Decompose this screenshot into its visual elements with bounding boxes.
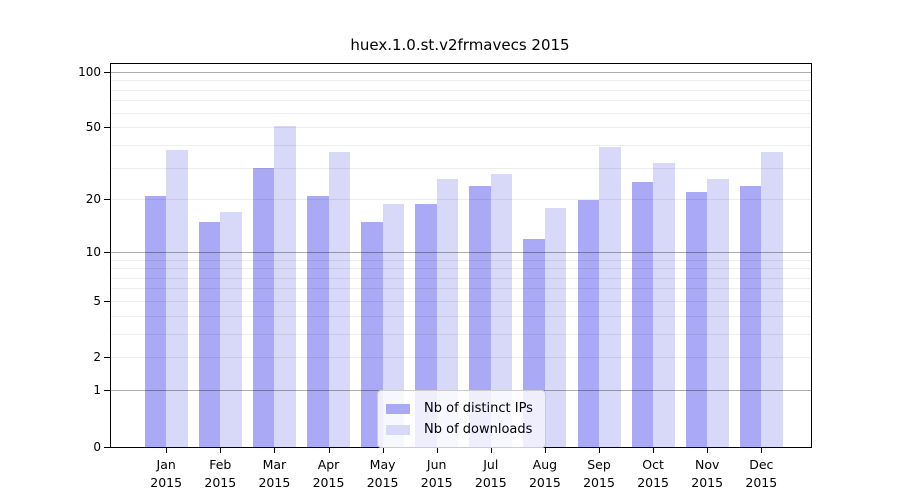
gridline-minor [111, 315, 811, 317]
bar-downloads-sep [599, 147, 621, 447]
y-tick-label: 10 [85, 244, 101, 259]
x-tick-mark [599, 448, 600, 453]
bar-distinct-ips-feb [198, 221, 221, 447]
gridline-minor [111, 300, 811, 302]
y-tick-mark [104, 446, 110, 448]
bar-downloads-jan [166, 149, 188, 447]
legend-item-downloads: Nb of downloads [386, 419, 533, 440]
y-tick-label: 5 [93, 294, 101, 308]
gridline-minor [111, 333, 811, 335]
x-tick-label-mar: Mar 2015 [258, 457, 291, 490]
y-tick-mark [104, 301, 110, 302]
y-tick-mark [104, 390, 110, 392]
x-tick-mark [544, 448, 546, 453]
bar-downloads-apr [328, 151, 350, 447]
x-tick-label-dec: Dec 2015 [745, 457, 778, 490]
x-tick-label-nov: Nov 2015 [691, 457, 724, 490]
legend-item-distinct-ips: Nb of distinct IPs [386, 398, 533, 419]
y-tick-label: 50 [85, 120, 101, 135]
bar-downloads-feb [220, 212, 242, 447]
y-tick-mark [104, 251, 110, 253]
y-tick-label: 100 [78, 64, 101, 79]
gridline-decade [111, 71, 811, 73]
chart-title: huex.1.0.st.v2frmavecs 2015 [350, 36, 570, 54]
x-tick-label-apr: Apr 2015 [312, 457, 345, 490]
bar-downloads-nov [707, 179, 729, 447]
bar-downloads-may [382, 203, 405, 447]
x-tick-mark [436, 448, 438, 453]
gridline-minor [111, 199, 811, 201]
y-tick-label: 2 [93, 350, 101, 365]
gridline-minor [111, 268, 811, 270]
legend-swatch-distinct-ips-icon [386, 403, 410, 414]
x-tick-mark [328, 448, 330, 453]
x-tick-mark [274, 448, 276, 453]
bar-distinct-ips-sep [577, 199, 599, 447]
gridline-minor [111, 357, 811, 359]
y-tick-label: 20 [85, 192, 101, 207]
x-tick-label-jun: Jun 2015 [420, 457, 453, 490]
plot-area: Nb of distinct IPs Nb of downloads 0 1 2 5 1… [78, 63, 812, 490]
bar-distinct-ips-nov [685, 192, 708, 447]
gridline-minor [111, 288, 811, 290]
bar-distinct-ips-apr [307, 196, 329, 447]
bar-distinct-ips-oct [631, 182, 654, 447]
x-tick-mark [653, 448, 655, 453]
gridline-minor [111, 277, 811, 279]
bar-distinct-ips-dec [739, 185, 762, 447]
gridline-minor [111, 259, 811, 261]
gridline-minor [111, 167, 811, 169]
bar-downloads-dec [761, 151, 783, 447]
bar-distinct-ips-mar [252, 168, 275, 447]
bar-distinct-ips-jul [469, 185, 491, 447]
x-tick-label-aug: Aug 2015 [528, 457, 561, 490]
x-tick-label-jan: Jan 2015 [150, 457, 183, 490]
bar-downloads-mar [274, 126, 296, 447]
x-tick-mark [220, 448, 222, 453]
x-tick-mark [490, 448, 492, 453]
x-tick-mark [166, 448, 168, 453]
legend-label-distinct-ips: Nb of distinct IPs [424, 401, 533, 416]
y-tick-mark [104, 199, 110, 201]
y-tick-label: 0 [93, 439, 101, 454]
gridline-minor [111, 127, 811, 129]
bar-distinct-ips-jan [144, 196, 167, 447]
y-tick-mark [104, 71, 110, 73]
x-tick-mark [761, 448, 763, 453]
y-tick-mark [104, 127, 110, 129]
bar-downloads-jun [436, 179, 459, 447]
y-tick-label: 1 [93, 383, 101, 398]
x-tick-label-jul: Jul 2015 [474, 457, 507, 490]
gridline-minor [111, 80, 811, 82]
x-tick-label-oct: Oct 2015 [637, 457, 669, 490]
bar-distinct-ips-jun [415, 203, 437, 447]
gridline-minor [111, 112, 811, 114]
bar-downloads-jul [490, 173, 513, 447]
gridline-minor [111, 144, 811, 146]
x-tick-mark [707, 448, 709, 453]
gridline-decade [111, 251, 811, 253]
x-tick-mark [382, 448, 384, 453]
gridline-minor [111, 89, 811, 91]
x-tick-label-may: May 2015 [366, 457, 399, 490]
bar-downloads-aug [544, 207, 567, 447]
legend-swatch-downloads-icon [386, 424, 410, 435]
y-tick-mark [104, 357, 110, 359]
x-tick-label-feb: Feb 2015 [204, 457, 237, 490]
x-tick-label-sep: Sep 2015 [583, 457, 615, 490]
bar-downloads-oct [653, 163, 675, 447]
gridline-minor [111, 100, 811, 102]
legend: Nb of distinct IPs Nb of downloads [377, 390, 546, 448]
legend-label-downloads: Nb of downloads [424, 422, 533, 437]
